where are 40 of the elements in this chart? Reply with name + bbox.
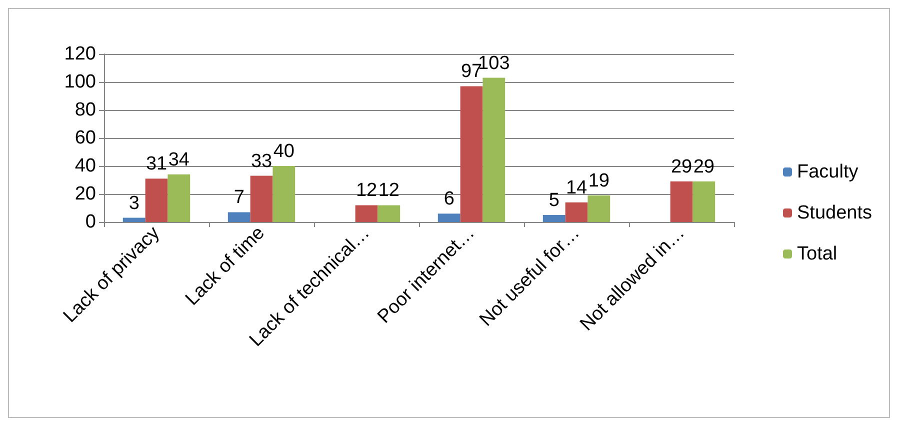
bar: [122, 218, 146, 222]
data-label: 34: [168, 149, 190, 170]
bar: [692, 181, 716, 222]
legend-label: Students: [797, 202, 872, 224]
data-label: 5: [548, 190, 560, 211]
bar: [542, 215, 566, 222]
data-label: 29: [670, 156, 692, 178]
y-tick-label: 20: [74, 184, 96, 204]
bar: [272, 166, 296, 222]
data-label: 40: [273, 141, 294, 162]
data-label: 29: [693, 156, 714, 178]
legend-label: Faculty: [797, 162, 859, 182]
y-tick-label: 60: [74, 128, 96, 148]
bar: [228, 212, 250, 222]
y-tick-label: 0: [85, 212, 96, 232]
data-label: 19: [588, 170, 610, 192]
y-tick-label: 40: [74, 156, 96, 176]
bar: [438, 214, 460, 222]
bar: [250, 176, 273, 222]
bar: [482, 78, 506, 222]
bar: [670, 181, 693, 222]
bar: [355, 205, 378, 222]
bar: [588, 195, 610, 222]
data-label: 3: [128, 192, 140, 214]
data-label: 31: [146, 154, 168, 175]
data-label: 12: [378, 180, 400, 202]
y-tick-label: 120: [64, 44, 96, 64]
legend-label: Total: [797, 244, 838, 264]
bar: [378, 205, 400, 222]
bar: [460, 86, 483, 222]
bar: [565, 202, 588, 222]
y-tick-label: 100: [64, 72, 96, 92]
y-tick-label: 80: [74, 100, 96, 120]
data-label: 33: [250, 150, 272, 172]
data-label: 7: [234, 187, 244, 208]
data-label: 12: [356, 180, 378, 202]
bar: [168, 174, 190, 222]
data-label: 14: [566, 177, 588, 198]
bar: [145, 178, 168, 222]
data-label: 6: [444, 188, 454, 210]
